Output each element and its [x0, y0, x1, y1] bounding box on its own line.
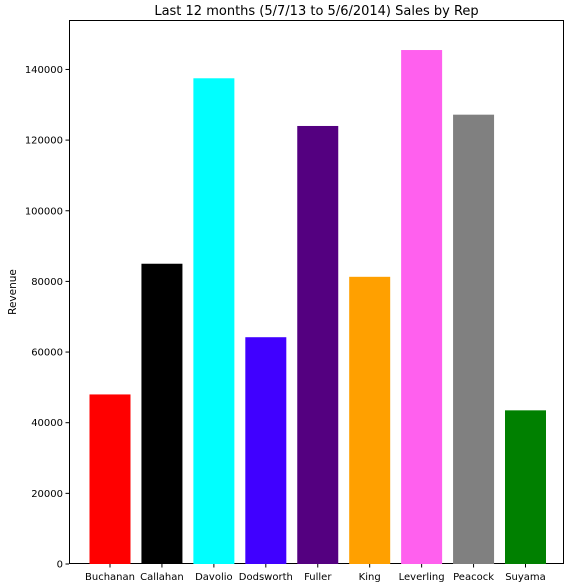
x-tick-label: Buchanan: [85, 572, 135, 583]
bar-king: [349, 277, 390, 564]
y-axis-ticks: 0 20000 40000 60000 80000 100000 120000 140000: [25, 65, 69, 571]
y-tick-label: 0: [57, 560, 63, 571]
y-axis-label: Revenue: [7, 269, 19, 315]
bar-fuller: [297, 126, 338, 564]
x-tick-label: Dodsworth: [239, 572, 293, 583]
y-tick-label: 80000: [31, 277, 63, 288]
bar-suyama: [505, 410, 546, 564]
bar-peacock: [453, 115, 494, 564]
x-tick-label: King: [359, 572, 381, 583]
chart-title: Last 12 months (5/7/13 to 5/6/2014) Sale…: [154, 4, 478, 19]
y-tick-label: 100000: [25, 206, 63, 217]
y-tick-label: 140000: [25, 65, 63, 76]
x-tick-label: Leverling: [399, 572, 445, 583]
bar-buchanan: [90, 394, 131, 564]
y-tick-label: 20000: [31, 489, 63, 500]
x-tick-label: Suyama: [505, 572, 546, 583]
bar-leverling: [401, 50, 442, 564]
x-tick-label: Fuller: [304, 572, 332, 583]
bar-dodsworth: [245, 337, 286, 564]
x-tick-label: Peacock: [453, 572, 494, 583]
y-tick-label: 60000: [31, 348, 63, 359]
y-tick-label: 40000: [31, 418, 63, 429]
bar-callahan: [141, 264, 182, 564]
x-tick-label: Davolio: [195, 572, 233, 583]
x-tick-label: Callahan: [140, 572, 184, 583]
bars-group: [90, 50, 547, 564]
bar-davolio: [193, 78, 234, 564]
x-axis-ticks: Buchanan Callahan Davolio Dodsworth Fuller Ki…: [85, 564, 546, 583]
y-tick-label: 120000: [25, 136, 63, 147]
